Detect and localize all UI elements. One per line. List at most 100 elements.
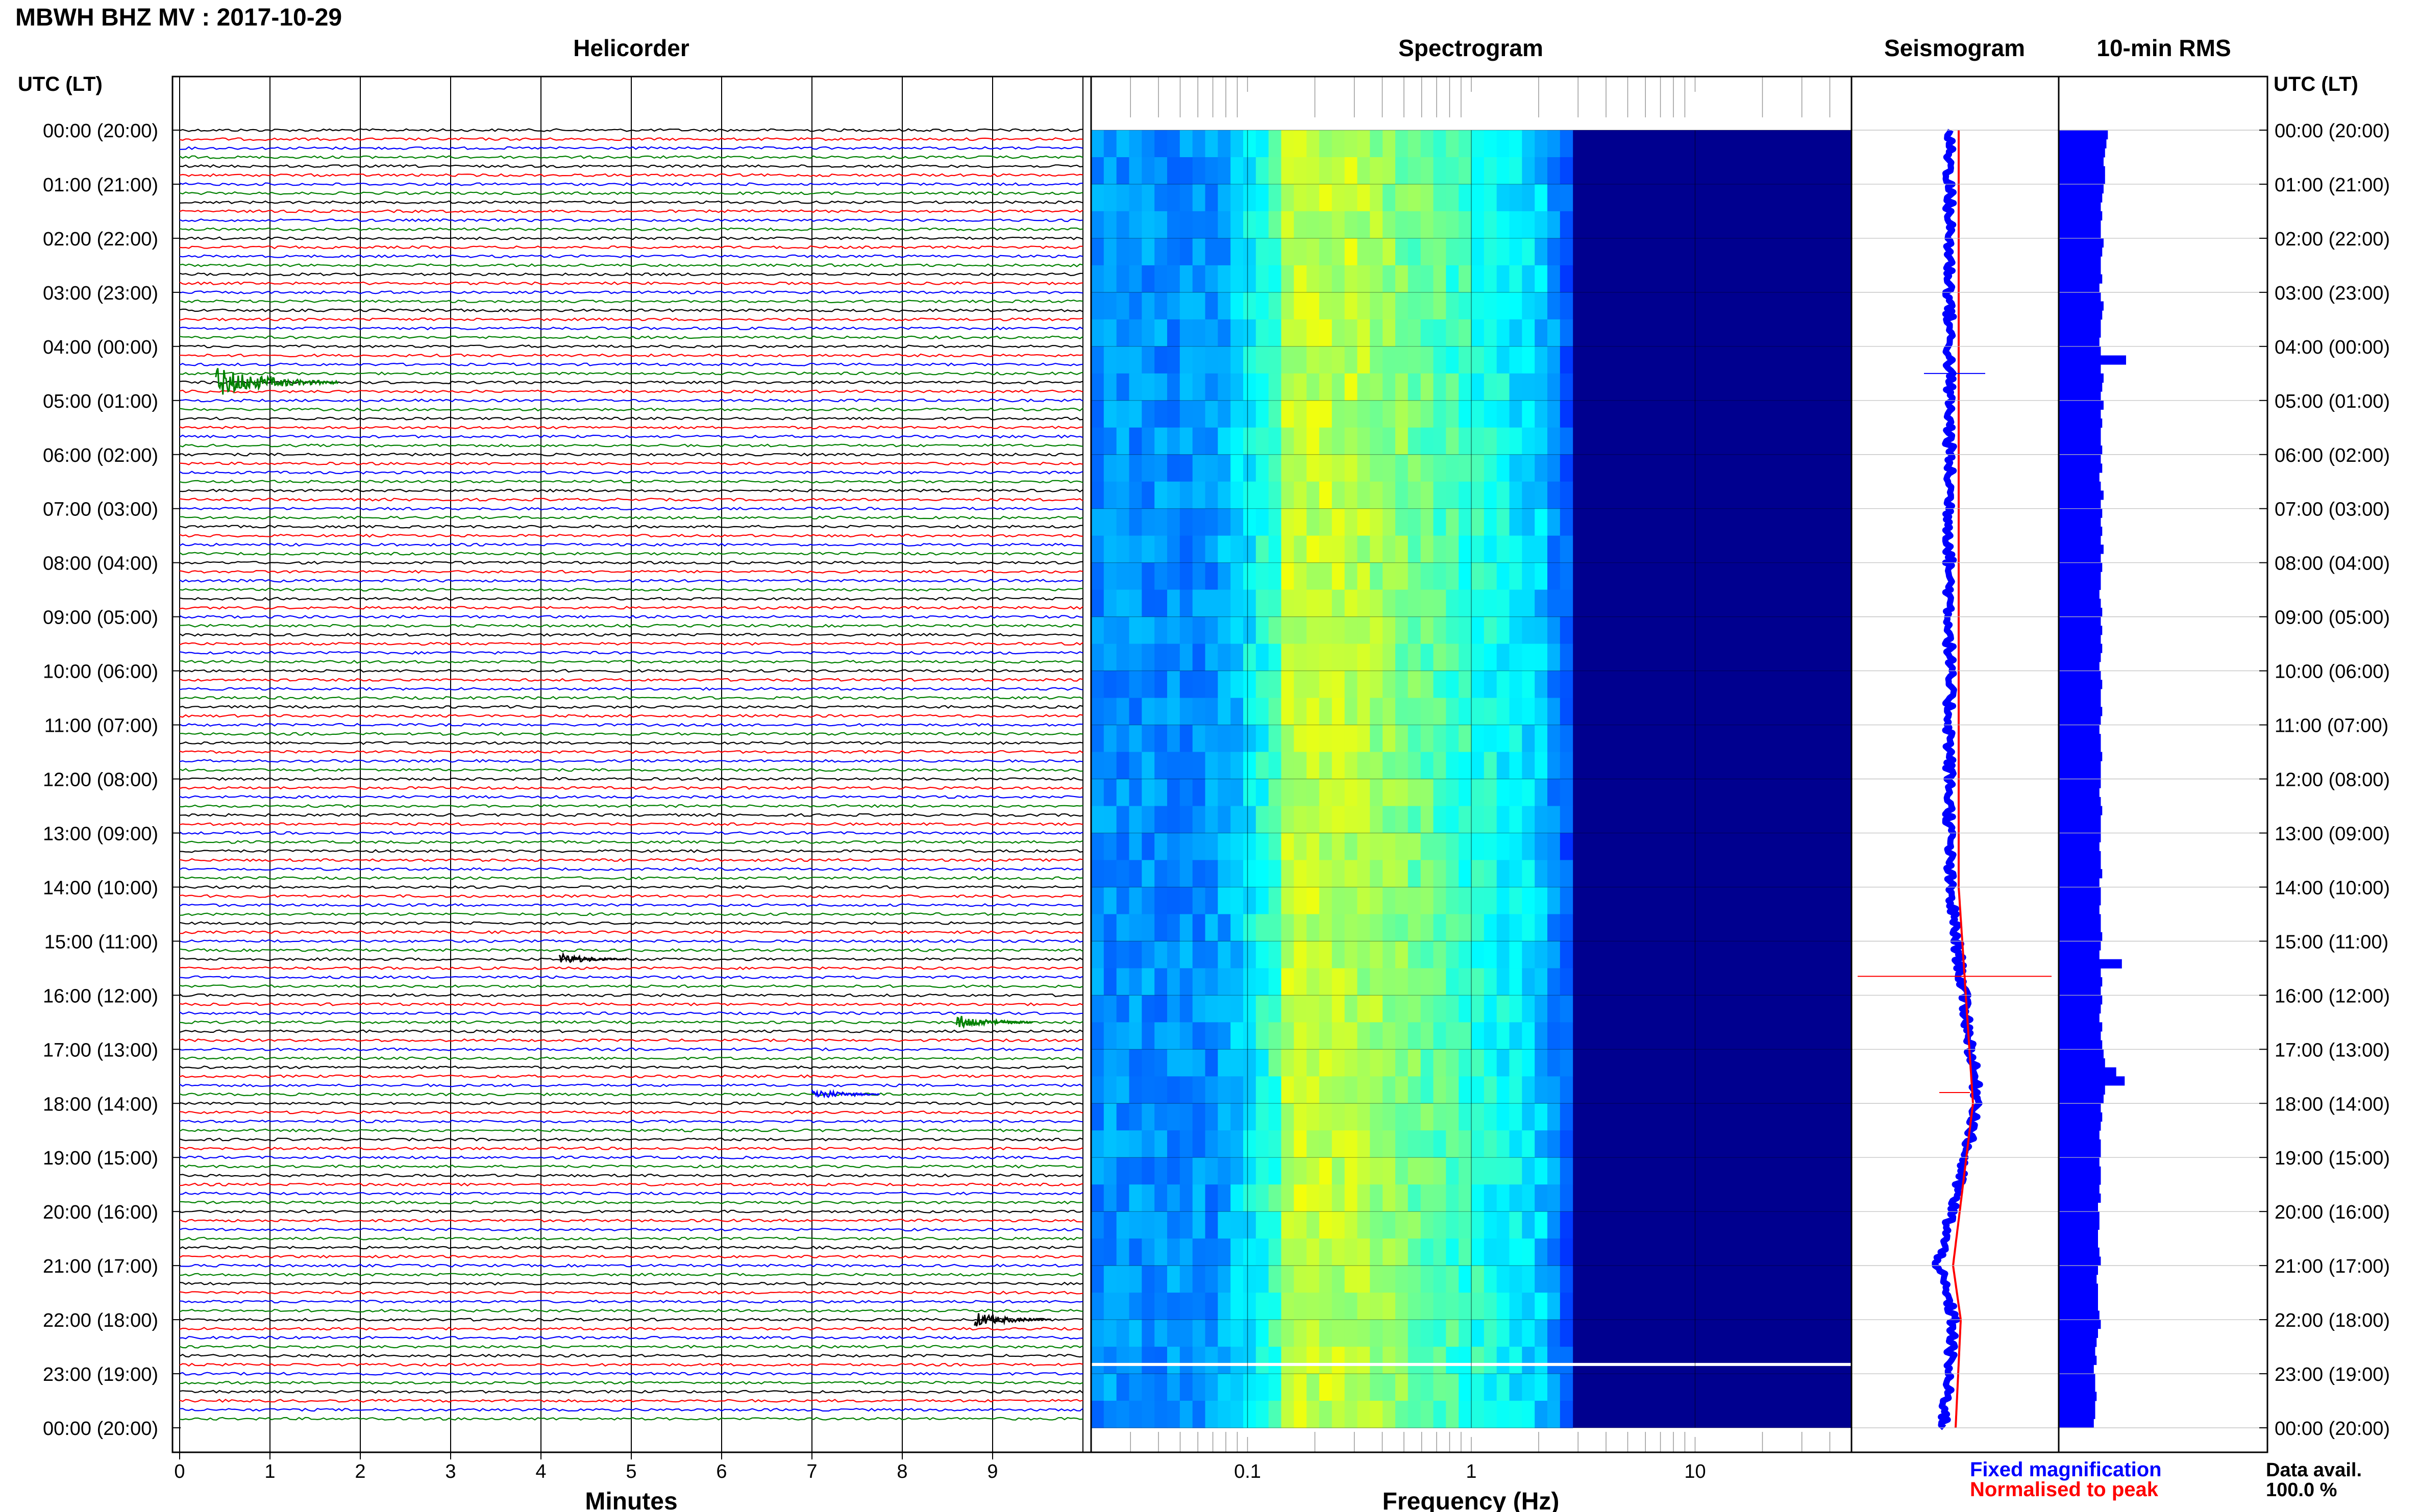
rms-bar [2059, 544, 2104, 554]
helicorder-trace [179, 426, 1083, 430]
spectrogram-cell [1205, 1293, 1218, 1320]
spectrogram-cell [1103, 779, 1117, 807]
spectrogram-cell [1522, 373, 1535, 401]
rms-bar [2059, 157, 2104, 167]
rms-bar [2059, 500, 2101, 509]
spectrogram-cell [1218, 1238, 1231, 1266]
spectrogram-cell [1268, 238, 1282, 266]
helicorder-trace [179, 380, 1083, 385]
spectrogram-cell [1116, 1103, 1130, 1131]
spectrogram-cell [1547, 1320, 1561, 1347]
spectrogram-cell [1218, 589, 1231, 617]
spectrogram-cell [1383, 1238, 1396, 1266]
spectrogram-cell [1192, 643, 1206, 672]
rms-bar [2059, 634, 2101, 645]
spectrogram-cell [1129, 1157, 1142, 1185]
spectrogram-cell [1496, 1401, 1510, 1428]
spectrogram-cell [1395, 887, 1409, 914]
spectrogram-cell [1459, 265, 1472, 293]
spectrogram-cell [1179, 1049, 1193, 1077]
spectrogram-cell [1205, 157, 1218, 185]
spectrogram-cell [1306, 184, 1320, 212]
rms-bar [2059, 653, 2101, 662]
spectrogram-cell [1408, 752, 1421, 780]
spectrogram-cell [1154, 616, 1168, 645]
spectrogram-cell [1306, 535, 1320, 563]
spectrogram-cell [1509, 508, 1522, 536]
spectrogram-cell [1255, 1401, 1269, 1428]
spectrogram-cell [1319, 589, 1332, 617]
spectrogram-cell [1154, 1130, 1168, 1158]
spectrogram-cell [1370, 427, 1383, 455]
spectrogram-cell [1179, 1347, 1193, 1374]
helicorder-trace [179, 993, 1083, 998]
spectrogram-cell [1103, 400, 1117, 428]
spectrogram-cell [1420, 508, 1434, 536]
spectrogram-cell [1103, 562, 1117, 590]
spectrogram-cell [1433, 860, 1446, 887]
spectrogram-cell [1496, 1049, 1510, 1077]
spectrogram-cell [1306, 779, 1320, 807]
rms-bar [2059, 671, 2101, 680]
helicorder-trace [179, 1065, 1083, 1070]
spectrogram-cell [1433, 671, 1446, 699]
rms-bar [2059, 734, 2101, 743]
spectrogram-cell [1142, 1049, 1155, 1077]
rms-bar [2059, 1266, 2098, 1275]
spectrogram-cell [1116, 130, 1130, 158]
helicorder-trace [179, 317, 1083, 321]
spectrogram-cell [1395, 508, 1409, 536]
spectrogram-cell [1281, 427, 1294, 455]
rms-bar [2059, 1392, 2097, 1401]
spectrogram-cell [1509, 265, 1522, 293]
spectrogram-cell [1496, 130, 1510, 158]
spectrogram-cell [1357, 130, 1370, 158]
spectrogram-cell [1433, 752, 1446, 780]
spectrogram-cell [1154, 806, 1168, 834]
spectrogram-cell [1471, 887, 1485, 914]
spectrogram-cell [1192, 779, 1206, 807]
spectrogram-cell [1306, 400, 1320, 428]
spectrogram-cell [1103, 860, 1117, 887]
spectrogram-cell [1319, 508, 1332, 536]
spectrogram-cell [1446, 535, 1459, 563]
helicorder-trace [179, 542, 1083, 547]
spectrogram-cell [1560, 1103, 1573, 1131]
helicorder-trace [179, 506, 1083, 511]
spectrogram-cell [1459, 373, 1472, 401]
spectrogram-cell [1268, 860, 1282, 887]
helicorder-x-tick-label: 5 [626, 1461, 636, 1482]
spectrogram-cell [1509, 535, 1522, 563]
spectrogram-cell [1560, 184, 1573, 212]
spectrogram-cell [1344, 562, 1358, 590]
spectrogram-cell [1496, 535, 1510, 563]
spectrogram-cell [1560, 1347, 1573, 1374]
spectrogram-cell [1331, 1103, 1345, 1131]
spectrogram-cell [1142, 616, 1155, 645]
spectrogram-cell [1370, 481, 1383, 509]
spectrogram-cell [1522, 1184, 1535, 1212]
spectrogram-cell [1091, 1184, 1104, 1212]
helicorder-trace [179, 479, 1083, 484]
spectrogram-cell [1509, 1157, 1522, 1185]
spectrogram-cell [1218, 211, 1231, 239]
spectrogram-cell [1319, 562, 1332, 590]
spectrogram-cell [1205, 184, 1218, 212]
spectrogram-cell [1154, 1103, 1168, 1131]
rms-bar [2059, 1337, 2097, 1347]
helicorder-trace [179, 966, 1083, 971]
spectrogram-cell [1395, 427, 1409, 455]
spectrogram-cell [1535, 914, 1548, 941]
spectrogram-cell [1496, 1211, 1510, 1239]
rms-bar [2059, 698, 2101, 707]
spectrogram-cell [1255, 1103, 1269, 1131]
spectrogram-cell [1370, 1374, 1383, 1401]
helicorder-trace [179, 1236, 1083, 1241]
spectrogram-cell [1294, 1076, 1307, 1104]
right-time-label: 08:00 (04:00) [2275, 553, 2390, 575]
spectrogram-cell [1547, 779, 1561, 807]
spectrogram-cell [1319, 941, 1332, 969]
spectrogram-cell [1344, 589, 1358, 617]
spectrogram-cell [1433, 481, 1446, 509]
spectrogram-x-tick-label: 10 [1684, 1461, 1706, 1482]
